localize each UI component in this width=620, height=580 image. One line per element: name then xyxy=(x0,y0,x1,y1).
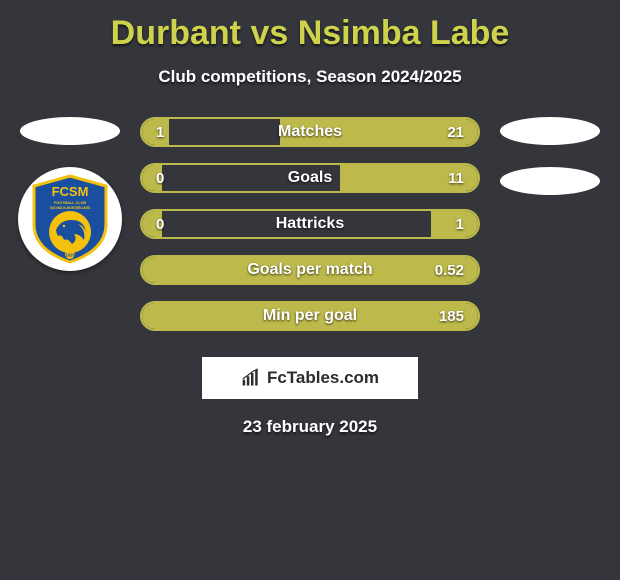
stat-label: Min per goal xyxy=(142,307,478,325)
player-placeholder-icon xyxy=(20,117,120,145)
left-side: FCSM FOOTBALL CLUB SOCHAUX-MONTBÉLIARD 1… xyxy=(10,117,130,347)
stat-row: Goals per match0.52 xyxy=(140,255,480,285)
player-placeholder-icon xyxy=(500,117,600,145)
content-row: FCSM FOOTBALL CLUB SOCHAUX-MONTBÉLIARD 1… xyxy=(0,117,620,347)
stat-value-right: 0.52 xyxy=(435,262,464,279)
subtitle: Club competitions, Season 2024/2025 xyxy=(0,67,620,87)
stat-value-right: 11 xyxy=(448,170,464,187)
right-side xyxy=(490,117,610,347)
club-placeholder-icon xyxy=(500,167,600,195)
stat-value-right: 21 xyxy=(447,124,464,141)
date-text: 23 february 2025 xyxy=(0,417,620,437)
stat-label: Matches xyxy=(142,123,478,141)
stat-label: Hattricks xyxy=(142,215,478,233)
page-title: Durbant vs Nsimba Labe xyxy=(0,14,620,53)
svg-text:SOCHAUX-MONTBÉLIARD: SOCHAUX-MONTBÉLIARD xyxy=(50,205,91,210)
svg-text:FOOTBALL CLUB: FOOTBALL CLUB xyxy=(54,201,86,205)
bar-chart-icon xyxy=(241,368,261,388)
svg-text:FCSM: FCSM xyxy=(52,184,89,199)
fcsm-shield-icon: FCSM FOOTBALL CLUB SOCHAUX-MONTBÉLIARD 1… xyxy=(28,174,112,264)
brand-badge[interactable]: FcTables.com xyxy=(202,357,418,399)
stat-row: 0Hattricks1 xyxy=(140,209,480,239)
stat-value-right: 1 xyxy=(456,216,464,233)
club-badge-left: FCSM FOOTBALL CLUB SOCHAUX-MONTBÉLIARD 1… xyxy=(18,167,122,271)
comparison-card: Durbant vs Nsimba Labe Club competitions… xyxy=(0,0,620,437)
stat-value-right: 185 xyxy=(439,308,464,325)
stat-row: Min per goal185 xyxy=(140,301,480,331)
brand-text: FcTables.com xyxy=(267,368,379,388)
stat-row: 1Matches21 xyxy=(140,117,480,147)
stat-row: 0Goals11 xyxy=(140,163,480,193)
stat-label: Goals xyxy=(142,169,478,187)
svg-text:1928: 1928 xyxy=(65,253,76,258)
stats-column: 1Matches210Goals110Hattricks1Goals per m… xyxy=(130,117,490,347)
stat-label: Goals per match xyxy=(142,261,478,279)
